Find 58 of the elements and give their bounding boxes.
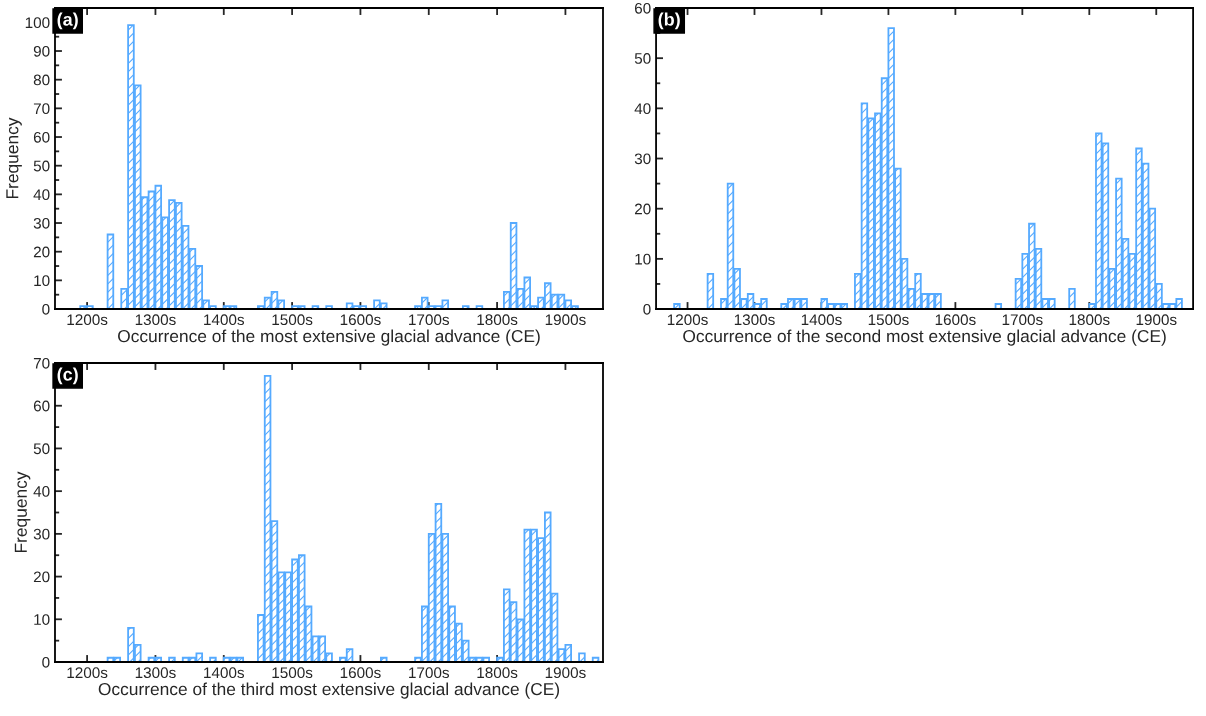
y-tick-label: 50 (33, 443, 50, 455)
x-tick-label: 1700s (409, 667, 450, 679)
y-tick-label: 30 (33, 217, 50, 229)
x-tick-label: 1400s (204, 667, 245, 679)
y-tick-label: 90 (33, 45, 50, 57)
x-tick-label: 1300s (135, 667, 176, 679)
x-tick-label: 1200s (667, 314, 708, 326)
y-tick-label: 10 (34, 275, 50, 287)
y-tick-label: 0 (42, 303, 50, 315)
y-tick-label: 70 (33, 103, 50, 115)
y-tick-label: 40 (33, 189, 50, 201)
y-tick-label: 0 (42, 656, 50, 668)
y-tick-label: 20 (634, 203, 651, 215)
x-tick-label: 1600s (340, 667, 381, 679)
y-axis-title: Frequency (6, 117, 22, 199)
x-tick-label: 1300s (734, 314, 775, 326)
y-tick-label: 30 (634, 153, 651, 165)
x-tick-label: 1700s (1002, 314, 1043, 326)
y-tick-label: 30 (33, 528, 50, 540)
y-tick-label: 50 (33, 160, 50, 172)
y-tick-label: 20 (33, 571, 50, 583)
y-tick-label: 40 (634, 103, 651, 115)
x-tick-label: 1700s (409, 314, 450, 326)
x-tick-label: 1500s (272, 667, 313, 679)
x-tick-label: 1800s (477, 314, 518, 326)
x-axis-title: Occurrence of the most extensive glacial advance (CE) (118, 329, 540, 346)
y-axis-title: Frequency (14, 471, 31, 553)
x-tick-label: 1800s (1069, 314, 1110, 326)
y-tick-label: 60 (634, 2, 651, 14)
annotation: (a) (57, 12, 78, 30)
x-axis-title: Occurrence of the second most extensive glacial advance (CE) (683, 329, 1166, 346)
y-tick-label: 40 (33, 486, 50, 497)
x-tick-label: 1900s (545, 314, 586, 326)
x-axis-title: Occurrence of the third most extensive glacial advance (CE) (98, 682, 560, 699)
x-tick-label: 1300s (135, 314, 176, 326)
x-tick-label: 1900s (545, 667, 586, 679)
x-tick-label: 1200s (67, 667, 108, 679)
y-tick-label: 60 (33, 400, 50, 412)
y-tick-label: 10 (635, 253, 651, 265)
y-tick-label: 20 (33, 246, 50, 258)
x-tick-label: 1500s (868, 314, 909, 326)
x-tick-label: 1800s (477, 667, 518, 679)
x-tick-label: 1500s (272, 314, 313, 326)
y-tick-label: 60 (33, 131, 50, 143)
y-tick-label: 10 (34, 614, 50, 625)
y-tick-label: 70 (33, 357, 50, 369)
x-tick-label: 1600s (340, 314, 381, 326)
y-tick-label: 100 (25, 17, 50, 29)
annotation: (c) (57, 367, 78, 385)
y-tick-label: 50 (634, 53, 651, 64)
x-tick-label: 1400s (204, 314, 245, 326)
y-tick-label: 80 (33, 74, 50, 86)
x-tick-label: 1900s (1136, 314, 1177, 326)
x-tick-label: 1600s (935, 314, 976, 326)
annotation: (b) (658, 12, 680, 30)
x-tick-label: 1400s (801, 314, 842, 326)
x-tick-label: 1200s (67, 314, 108, 326)
y-tick-label: 0 (643, 303, 651, 315)
